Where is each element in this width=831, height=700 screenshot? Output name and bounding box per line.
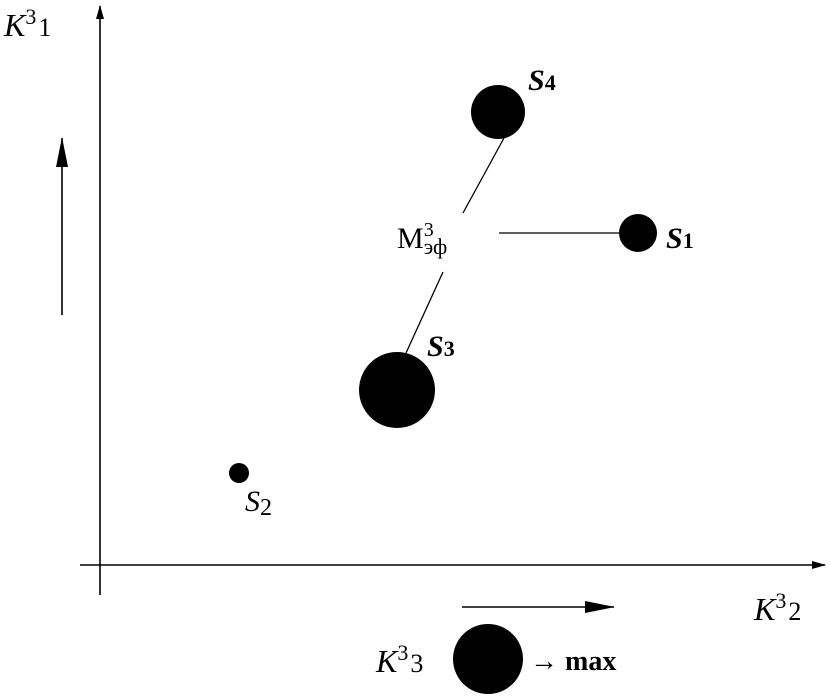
link-s4	[462, 137, 505, 214]
y-axis-label: K31	[3, 4, 51, 43]
point-s2	[229, 463, 249, 483]
size-legend-circle	[453, 624, 523, 694]
size-legend-goal: → max	[530, 646, 616, 677]
point-s3-label: S3	[427, 330, 455, 363]
point-s1-label: S1	[666, 222, 694, 255]
point-s4	[471, 85, 525, 139]
point-s3	[359, 352, 435, 428]
size-legend-label: K33	[375, 640, 423, 679]
point-s2-label: S2	[245, 485, 272, 521]
point-s4-label: S4	[528, 64, 556, 97]
link-s3	[405, 271, 444, 354]
point-s1	[619, 214, 657, 252]
center-label: М3 эф	[397, 219, 447, 259]
x-axis-label: K32	[753, 588, 801, 627]
